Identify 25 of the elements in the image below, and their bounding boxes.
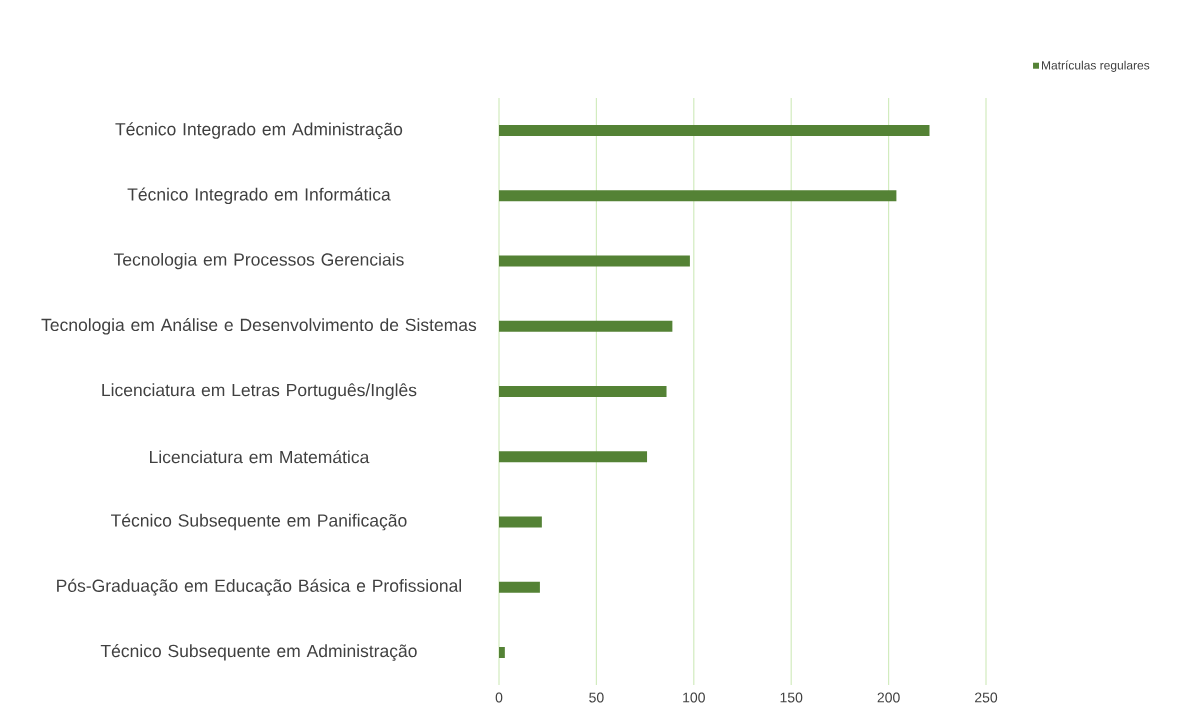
bar (499, 320, 673, 332)
y-tick-label: Técnico Integrado em Administração (115, 122, 403, 139)
y-tick-label: Tecnologia em Processos Gerenciais (113, 252, 404, 270)
y-tick-label: Licenciatura em Letras Português/Inglês (102, 383, 417, 400)
x-tick-label: 250 (975, 692, 998, 703)
x-tick-label: 100 (683, 692, 705, 703)
bar (499, 451, 648, 463)
bar (499, 190, 897, 202)
bar (499, 255, 690, 267)
x-tick-label: 0 (495, 692, 503, 703)
bar (499, 125, 930, 137)
legend-label: Matrículas regulares (1042, 60, 1150, 72)
y-tick-label: Licenciatura em Matemática (150, 450, 370, 464)
bar (499, 646, 505, 658)
y-tick-label: Técnico Subsequente em Panificação (111, 513, 407, 531)
y-tick-label: Pós-Graduação em Educação Básica e Profissional (57, 578, 462, 596)
bar (499, 516, 542, 528)
y-tick-label: Tecnologia em Análise e Desenvolvimento de Sistemas (41, 318, 477, 335)
y-tick-label: Técnico Subsequente em Administração (100, 644, 417, 661)
y-tick-label: Técnico Integrado em Informática (127, 187, 391, 205)
bar (499, 581, 540, 593)
bar (499, 386, 667, 398)
x-tick-label: 150 (780, 692, 803, 703)
x-tick-label: 50 (589, 692, 604, 703)
x-tick-label: 200 (877, 692, 900, 703)
